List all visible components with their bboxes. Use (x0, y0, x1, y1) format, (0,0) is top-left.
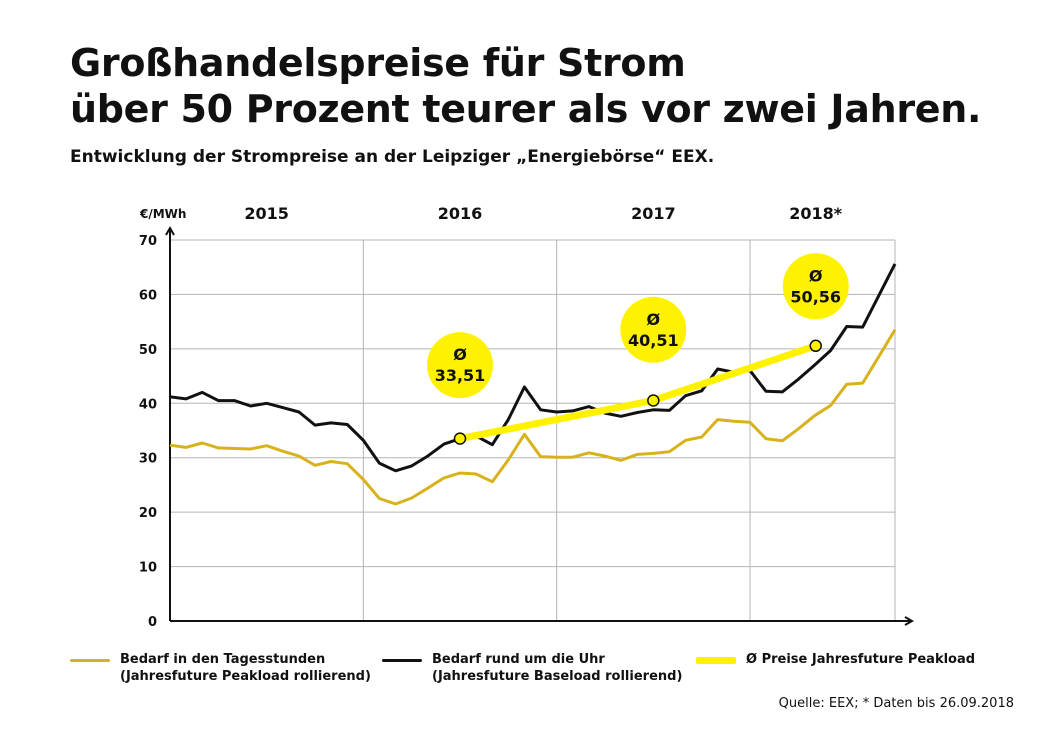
year-label: 2016 (438, 204, 483, 223)
legend-sublabel-base: (Jahresfuture Baseload rollierend) (432, 669, 683, 684)
avg-bubble-symbol: Ø (809, 266, 823, 285)
title-line-1: Großhandelspreise für Strom (70, 41, 686, 85)
chart-title: Großhandelspreise für Strom über 50 Proz… (70, 40, 981, 132)
year-label: 2018* (789, 204, 843, 223)
series-line-avg (459, 342, 817, 443)
y-tick-label: 0 (148, 615, 157, 630)
title-line-2: über 50 Prozent teurer als vor zwei Jahr… (70, 87, 982, 131)
series-line-base (169, 263, 897, 473)
legend-item-peak: Bedarf in den Tagesstunden (Jahresfuture… (70, 651, 371, 685)
y-axis-unit-label: €/MWh (139, 207, 186, 221)
y-tick-label: 10 (139, 561, 157, 576)
y-tick-label: 40 (139, 397, 157, 412)
legend-swatch-peak (70, 659, 110, 662)
avg-bubble-symbol: Ø (453, 345, 467, 364)
year-label: 2017 (631, 204, 676, 223)
legend-item-base: Bedarf rund um die Uhr (Jahresfuture Bas… (382, 651, 682, 685)
y-tick-label: 60 (139, 288, 157, 303)
avg-bubble-value: 40,51 (628, 331, 679, 350)
y-tick-label: 70 (139, 234, 157, 249)
legend-label-base: Bedarf rund um die Uhr (432, 652, 605, 667)
avg-value-bubble (620, 296, 687, 363)
avg-bubble-symbol: Ø (647, 310, 661, 329)
legend-sublabel-peak: (Jahresfuture Peakload rollierend) (120, 669, 371, 684)
avg-point-marker (647, 394, 660, 407)
avg-value-bubble (427, 332, 493, 399)
y-tick-label: 50 (139, 343, 157, 358)
y-tick-label: 30 (139, 452, 157, 467)
legend-label-peak: Bedarf in den Tagesstunden (120, 652, 326, 667)
avg-point-marker (809, 339, 822, 353)
legend-swatch-base (382, 659, 422, 662)
legend-swatch-avg (696, 657, 736, 664)
series-line-peak (169, 329, 897, 506)
avg-bubble-value: 50,56 (790, 287, 841, 306)
avg-value-bubble (782, 253, 849, 320)
avg-point-marker (453, 432, 467, 445)
y-axis-arrow (165, 225, 175, 236)
y-tick-label: 20 (139, 506, 157, 521)
legend-label-avg: Ø Preise Jahresfuture Peakload (746, 652, 976, 667)
chart-subtitle: Entwicklung der Strompreise an der Leipz… (70, 147, 715, 167)
avg-bubble-value: 33,51 (435, 366, 486, 385)
legend-item-avg: Ø Preise Jahresfuture Peakload (696, 651, 975, 668)
year-label: 2015 (244, 204, 289, 223)
source-note: Quelle: EEX; * Daten bis 26.09.2018 (778, 696, 1014, 711)
x-axis-arrow (904, 616, 915, 626)
